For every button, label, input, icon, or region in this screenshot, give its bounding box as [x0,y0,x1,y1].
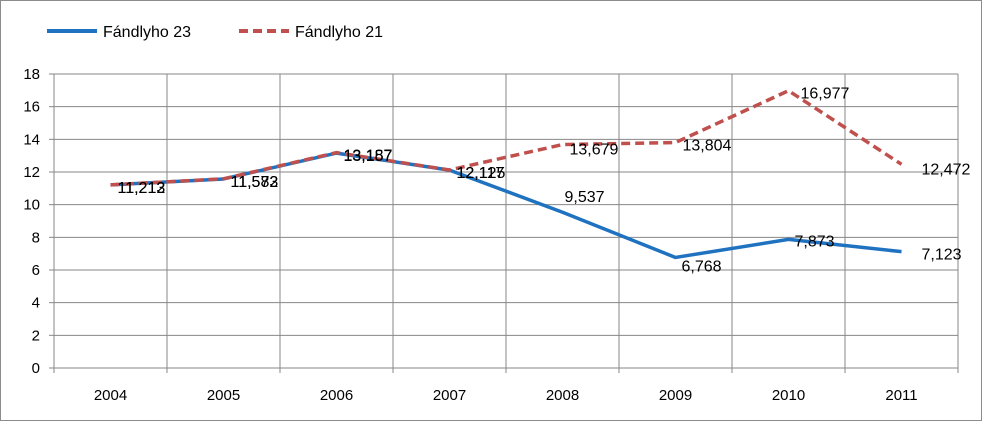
y-tick-label: 18 [23,66,40,83]
data-label-fandlyho-23: 12,117 [457,165,505,182]
gridlines [54,73,959,368]
y-tick-label: 4 [32,295,40,312]
data-label-fandlyho-21: 11,212 [118,180,166,197]
data-label-fandlyho-23: 6,768 [682,258,722,275]
x-tick-label: 2008 [546,387,579,404]
y-tick-label: 8 [32,229,40,246]
y-tick-label: 6 [32,262,40,279]
y-tick-label: 0 [32,360,40,377]
series-group [110,88,903,260]
y-tick-label: 14 [23,131,40,148]
data-labels: 11,213 11,573 13,157 12,117 9,537 6,768 7,873 7… [118,86,971,276]
data-label-fandlyho-21: 11,582 [231,174,279,191]
legend: Fándlyho 23 Fándlyho 21 [47,24,383,41]
x-tick-label: 2007 [433,387,466,404]
series-line-fandlyho-21 [110,88,903,187]
x-axis-ticks: 2004 2005 2006 2007 2008 2009 2010 2011 [53,368,959,404]
data-label-fandlyho-21: 13,804 [683,138,732,155]
y-tick-label: 10 [23,197,40,214]
legend-label-fandlyho-21: Fándlyho 21 [295,24,383,41]
x-tick-label: 2004 [94,387,127,404]
x-tick-label: 2005 [207,387,240,404]
data-label-fandlyho-23: 9,537 [565,189,605,206]
legend-label-fandlyho-23: Fándlyho 23 [103,24,191,41]
data-label-fandlyho-23: 13,157 [344,148,393,165]
x-tick-label: 2009 [659,387,692,404]
x-tick-label: 2006 [320,387,353,404]
y-tick-label: 2 [32,327,40,344]
data-label-fandlyho-21: 13,187 [344,148,393,165]
data-label-fandlyho-23: 11,213 [118,180,166,197]
y-axis-ticks: 0 2 4 6 8 10 12 14 16 18 [23,66,54,377]
y-tick-label: 16 [23,99,40,116]
data-label-fandlyho-21: 12,472 [922,161,971,178]
data-label-fandlyho-21: 12,125 [457,165,506,182]
data-label-fandlyho-21: 13,679 [570,142,619,159]
y-tick-label: 12 [23,164,40,181]
data-label-fandlyho-23: 7,873 [795,233,835,250]
data-label-fandlyho-21: 16,977 [801,86,850,103]
x-tick-label: 2011 [885,387,917,404]
data-label-fandlyho-23: 7,123 [922,247,962,264]
data-label-fandlyho-23: 11,573 [231,174,279,191]
x-tick-label: 2010 [772,387,805,404]
